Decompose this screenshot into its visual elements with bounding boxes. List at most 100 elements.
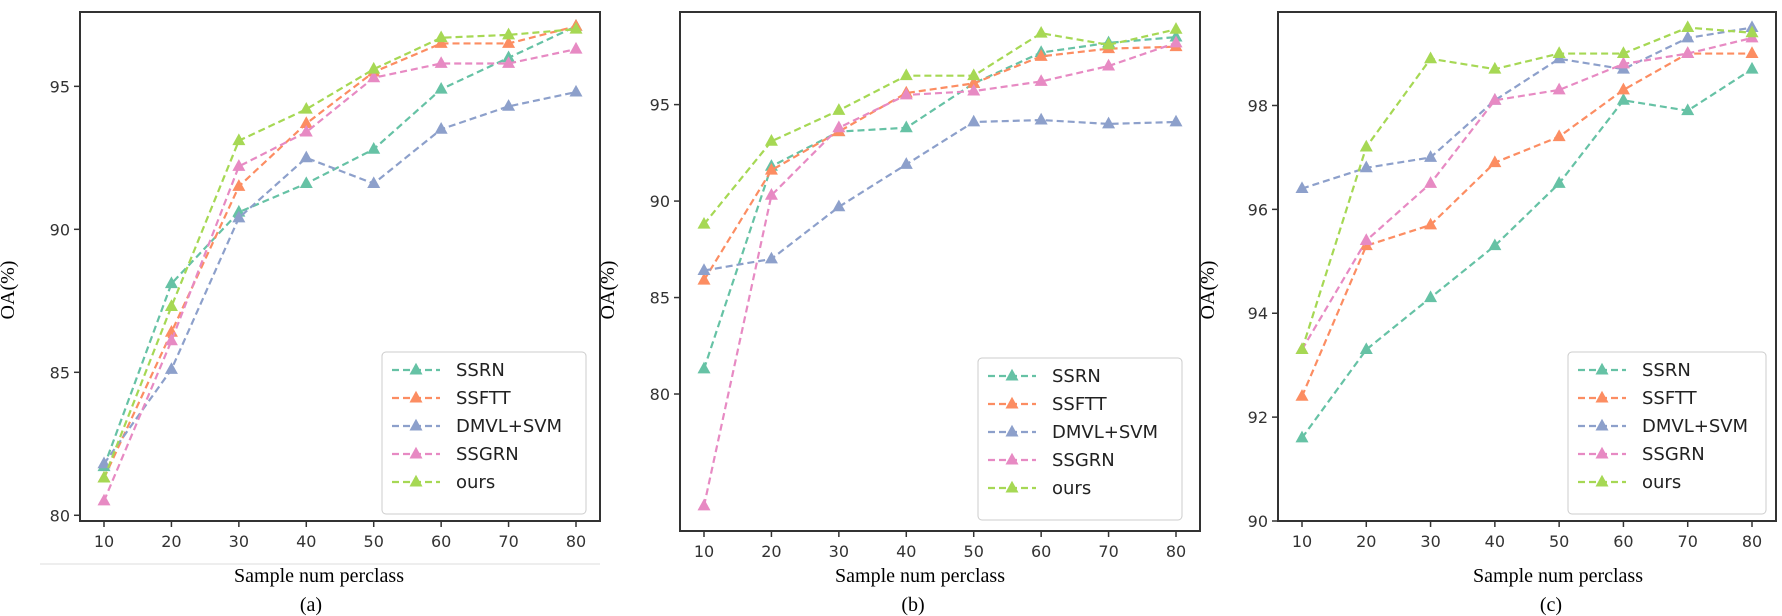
- legend-entry: ours: [1052, 478, 1091, 499]
- data-point: [899, 68, 913, 81]
- series-line-ours: [102, 28, 577, 479]
- legend-marker: [1005, 368, 1019, 381]
- series-line-ssrn: [1301, 68, 1753, 439]
- legend-marker: [409, 390, 423, 403]
- data-point: [502, 99, 516, 111]
- data-point: [1424, 290, 1438, 303]
- data-point: [899, 120, 913, 133]
- data-point: [832, 199, 846, 212]
- series-line-ssgrn: [102, 48, 577, 502]
- y-tick-label: 92: [1248, 408, 1268, 427]
- data-point: [1169, 114, 1183, 127]
- data-point: [697, 361, 711, 374]
- data-point: [434, 121, 448, 134]
- y-axis-label: OA(%): [597, 261, 619, 320]
- x-tick-label: 30: [229, 532, 249, 551]
- data-point: [1681, 20, 1695, 33]
- data-point: [1359, 342, 1373, 355]
- y-tick-label: 94: [1248, 304, 1268, 323]
- data-point: [1034, 112, 1048, 125]
- y-tick-label: 96: [1248, 200, 1268, 219]
- data-point: [1102, 37, 1116, 50]
- series-line-ssgrn: [702, 41, 1177, 507]
- data-point: [1169, 22, 1183, 34]
- x-tick-label: 80: [566, 532, 586, 551]
- series-line-ssrn: [102, 25, 577, 468]
- data-point: [1295, 389, 1309, 401]
- x-tick-label: 80: [1742, 532, 1762, 551]
- legend-marker: [1595, 390, 1609, 403]
- data-point: [1745, 61, 1759, 74]
- data-point: [1169, 35, 1183, 48]
- panel-caption: (b): [901, 594, 924, 616]
- data-point: [1681, 30, 1695, 43]
- data-point: [832, 103, 846, 115]
- data-point: [299, 150, 313, 163]
- data-point: [97, 470, 111, 483]
- legend-marker: [1005, 396, 1019, 409]
- legend-marker: [1595, 446, 1609, 459]
- x-tick-label: 10: [1292, 532, 1312, 551]
- plot-frame: [1277, 11, 1777, 522]
- legend-entry: SSGRN: [1642, 444, 1705, 465]
- x-tick-label: 40: [896, 542, 916, 561]
- series-line-ssgrn: [1301, 36, 1753, 351]
- data-point: [1616, 93, 1630, 105]
- data-point: [1102, 116, 1116, 129]
- legend: SSRN SSFTT DMVL+SVM SSGRN ours: [1567, 351, 1767, 515]
- legend-entry: SSRN: [456, 360, 505, 381]
- y-tick-label: 98: [1248, 96, 1268, 115]
- series-line-ours: [703, 28, 1177, 225]
- data-point: [1552, 129, 1566, 142]
- series-line-ssftt: [103, 25, 577, 479]
- data-point: [1552, 82, 1566, 95]
- legend-entry: DMVL+SVM: [456, 416, 562, 437]
- data-point: [502, 36, 516, 48]
- data-point: [1295, 342, 1309, 355]
- data-point: [764, 251, 778, 264]
- legend-entry: ours: [1642, 472, 1681, 493]
- series-line-ssrn: [702, 35, 1177, 370]
- data-point: [1616, 56, 1630, 69]
- data-point: [1424, 176, 1438, 188]
- data-point: [1034, 49, 1048, 61]
- x-tick-label: 70: [1098, 542, 1118, 561]
- x-axis-label: Sample num perclass: [234, 565, 404, 587]
- legend-marker: [1005, 452, 1019, 465]
- data-point: [967, 114, 981, 127]
- data-point: [832, 120, 846, 133]
- data-point: [1359, 160, 1373, 173]
- legend-marker: [1005, 424, 1019, 437]
- x-tick-label: 70: [498, 532, 518, 551]
- data-point: [967, 76, 981, 88]
- data-point: [1488, 61, 1502, 74]
- x-axis-label: Sample num perclass: [1473, 565, 1643, 587]
- y-tick-label: 85: [650, 289, 670, 308]
- data-point: [697, 216, 711, 229]
- data-point: [164, 276, 178, 289]
- data-point: [569, 41, 583, 54]
- data-point: [967, 68, 981, 81]
- data-point: [1424, 150, 1438, 162]
- chart-panel-a: OA(%) Sample num perclass (a) 10 20 30 40 50…: [0, 11, 601, 616]
- data-point: [1295, 181, 1309, 194]
- series-line-ssftt: [1300, 52, 1752, 397]
- series-line-dmvl-svm: [703, 118, 1177, 272]
- data-point: [1424, 51, 1438, 64]
- data-point: [899, 157, 913, 169]
- data-point: [232, 210, 246, 223]
- data-point: [367, 142, 381, 154]
- data-point: [502, 27, 516, 40]
- data-point: [299, 176, 313, 189]
- panel-caption: (a): [300, 594, 322, 616]
- data-point: [367, 70, 381, 83]
- data-point: [434, 81, 448, 94]
- y-axis-label: OA(%): [0, 261, 19, 320]
- data-point: [434, 56, 448, 68]
- chart-panel-b: OA(%) Sample num perclass (b) 10 20 30 40 50…: [597, 11, 1201, 616]
- data-point: [569, 84, 583, 97]
- data-point: [232, 179, 246, 191]
- data-point: [697, 263, 711, 275]
- legend-box: [977, 357, 1183, 521]
- x-tick-label: 60: [431, 532, 451, 551]
